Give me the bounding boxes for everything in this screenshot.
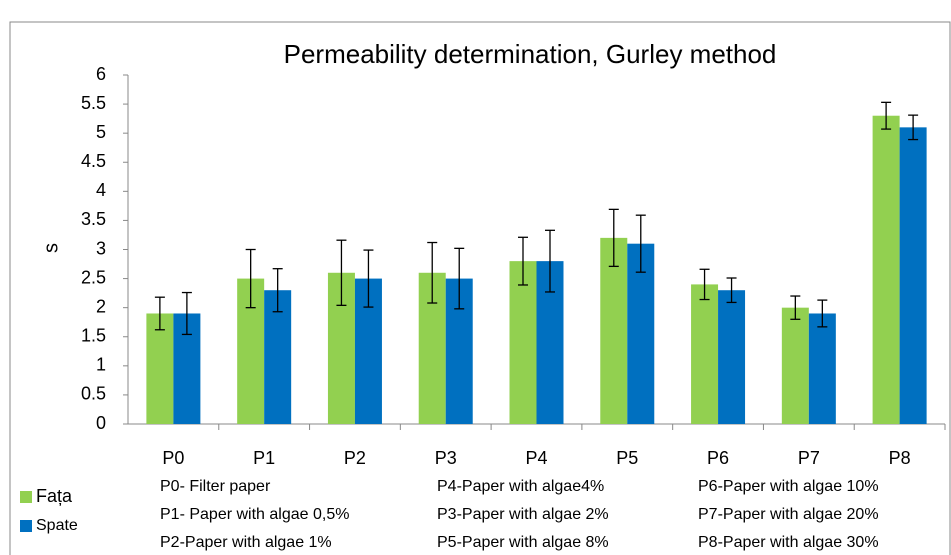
bar [718, 290, 746, 424]
bar [691, 284, 719, 424]
legend-label: Spate [36, 517, 78, 534]
y-tick-label: 2 [96, 296, 106, 316]
note: P8-Paper with algae 30% [698, 534, 879, 551]
error-bar [726, 277, 737, 304]
y-tick-label: 2.5 [81, 267, 106, 287]
error-bar [881, 101, 892, 130]
bar [146, 313, 174, 424]
y-tick-label: 1.5 [81, 326, 106, 346]
error-bar [336, 239, 347, 306]
x-tick-label: P0 [162, 448, 184, 468]
y-tick-label: 3.5 [81, 209, 106, 229]
error-bar [817, 299, 828, 328]
y-axis-label: s [40, 243, 62, 253]
y-tick-label: 5.5 [81, 93, 106, 113]
y-tick-label: 6 [96, 64, 106, 84]
chart-frame [9, 21, 951, 555]
chart-title: Permeability determination, Gurley metho… [284, 39, 777, 69]
error-bar [699, 268, 710, 301]
bar [600, 237, 628, 424]
note: P3-Paper with algae 2% [437, 506, 609, 523]
x-tick-label: P3 [435, 448, 457, 468]
error-bar [635, 214, 646, 273]
x-tick-label: P2 [344, 448, 366, 468]
bar [509, 261, 537, 424]
error-bar [272, 268, 283, 313]
y-tick-label: 5 [96, 122, 106, 142]
error-bar [608, 208, 619, 268]
error-bar [154, 296, 165, 331]
x-tick-label: P6 [707, 448, 729, 468]
error-bar [245, 248, 256, 309]
x-tick-label: P1 [253, 448, 275, 468]
bar [808, 313, 836, 424]
error-bar [545, 229, 555, 293]
legend-swatch [20, 520, 32, 532]
y-tick-label: 4.5 [81, 151, 106, 171]
note: P0- Filter paper [160, 478, 271, 495]
error-bar [790, 295, 801, 320]
x-tick-label: P7 [798, 448, 820, 468]
note: P7-Paper with algae 20% [698, 506, 879, 523]
error-bar [454, 247, 465, 310]
y-tick-label: 0.5 [81, 384, 106, 404]
y-tick-label: 4 [96, 180, 106, 200]
error-bar [181, 291, 192, 336]
note: P1- Paper with algae 0,5% [160, 506, 349, 523]
y-tick-label: 1 [96, 355, 106, 375]
legend-swatch [20, 491, 32, 503]
note: P2-Paper with algae 1% [160, 534, 332, 551]
note: P5-Paper with algae 8% [437, 534, 609, 551]
error-bar [363, 249, 374, 308]
x-tick-label: P5 [616, 448, 638, 468]
bar [872, 115, 900, 424]
bar [627, 243, 655, 424]
bar [899, 127, 927, 424]
y-tick-label: 3 [96, 238, 106, 258]
y-tick-label: 0 [96, 413, 106, 433]
error-bar [427, 241, 438, 304]
bar [781, 307, 809, 424]
error-bar [908, 114, 919, 141]
legend-label: Fața [36, 486, 73, 506]
bar [264, 290, 292, 424]
x-tick-label: P8 [889, 448, 911, 468]
error-bar [518, 236, 528, 286]
note: P6-Paper with algae 10% [698, 478, 879, 495]
x-tick-label: P4 [525, 448, 547, 468]
note: P4-Paper with algae4% [437, 478, 604, 495]
